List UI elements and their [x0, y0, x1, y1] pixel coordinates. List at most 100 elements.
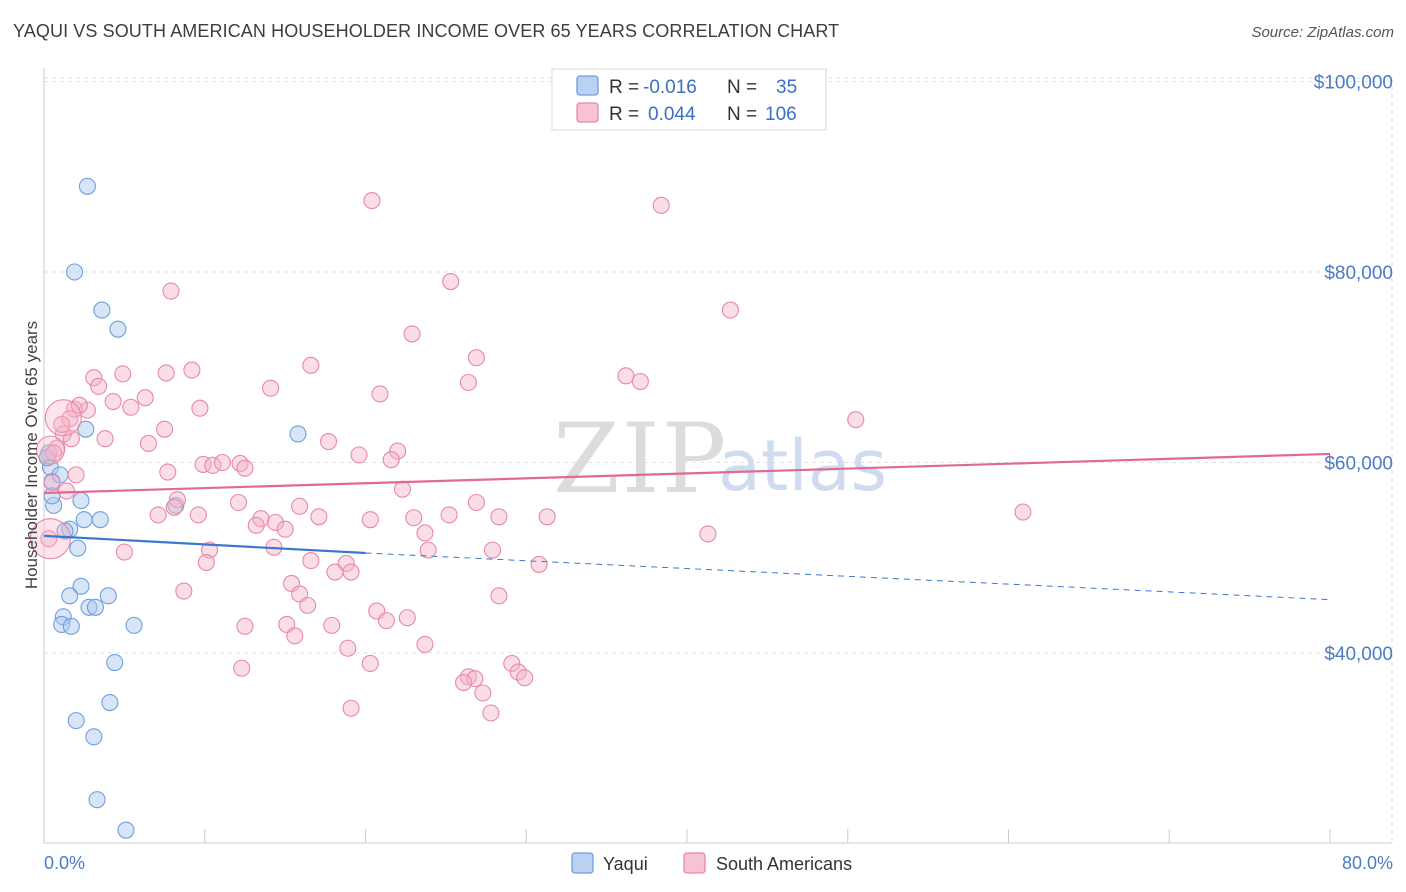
legend-r-label-yaqui: R = [609, 77, 639, 98]
south-americans-point-25 [847, 411, 865, 429]
legend-r-value-yaqui: -0.016 [643, 77, 697, 98]
south-americans-point-95 [474, 684, 492, 702]
yaqui-point-26 [106, 653, 124, 672]
south-americans-point-86 [416, 635, 434, 653]
trend-line-yaqui [43, 534, 366, 555]
south-americans-point-40 [67, 466, 85, 484]
south-americans-point-102 [96, 430, 114, 448]
trend-lines [43, 452, 1331, 601]
south-americans-point-26 [156, 420, 174, 438]
y-axis-label: Householder Income Over 65 years [22, 321, 41, 589]
south-americans-point-78 [377, 612, 395, 630]
south-americans-point-65 [302, 552, 320, 570]
south-americans-point-90 [503, 654, 521, 673]
south-americans-point-28 [62, 430, 80, 448]
yaqui-point-8 [289, 425, 307, 443]
south-americans-point-68 [483, 541, 502, 559]
south-americans-point-14 [631, 372, 649, 391]
south-americans-cluster-0 [29, 518, 71, 560]
south-americans-point-30 [319, 432, 338, 451]
south-americans-point-12 [114, 365, 132, 383]
south-americans-point-13 [617, 367, 635, 385]
y-tick-labels: $40,000 $60,000 $80,000 $100,000 [1314, 73, 1393, 666]
correlation-legend: R = -0.016 N = 35 R = 0.044 N = 106 [551, 68, 827, 131]
x-tick-label-1: 80.0% [1342, 853, 1393, 873]
south-americans-point-6 [467, 349, 485, 367]
south-americans-point-72 [342, 563, 360, 581]
south-americans-point-69 [530, 555, 548, 573]
yaqui-point-10 [72, 492, 90, 510]
south-americans-point-80 [490, 587, 508, 605]
south-americans-point-60 [699, 525, 717, 543]
yaqui-point-16 [69, 539, 87, 557]
axes [43, 68, 1392, 844]
south-americans-point-42 [393, 480, 412, 498]
legend-n-value-yaqui: 35 [776, 77, 797, 98]
south-americans-point-0 [363, 192, 381, 210]
south-americans-point-2 [442, 272, 460, 291]
yaqui-point-13 [91, 511, 109, 529]
south-americans-point-70 [197, 553, 215, 572]
south-americans-point-4 [721, 301, 739, 319]
south-americans-point-62 [115, 543, 133, 561]
legend-swatch-south-americans [576, 102, 599, 123]
south-americans-point-24 [191, 399, 209, 417]
legend-swatch-yaqui [576, 75, 599, 96]
south-americans-point-9 [157, 364, 175, 382]
south-americans-point-3 [162, 282, 180, 300]
watermark-atlas: atlas [718, 425, 887, 507]
yaqui-point-24 [62, 617, 80, 635]
south-americans-point-61 [1014, 503, 1032, 521]
south-americans-point-103 [70, 396, 88, 414]
south-americans-point-17 [371, 385, 389, 403]
south-americans-point-45 [165, 498, 183, 516]
south-americans-point-56 [149, 506, 167, 524]
yaqui-point-3 [109, 320, 127, 338]
south-americans-point-99 [45, 444, 63, 462]
series-yaqui [38, 177, 307, 839]
yaqui-point-12 [75, 511, 93, 529]
south-americans-point-81 [236, 617, 254, 635]
south-americans-point-31 [350, 446, 368, 464]
yaqui-point-18 [61, 587, 79, 605]
bottom-legend-swatch-south-americans [683, 852, 706, 874]
watermark-zip: ZIP [553, 403, 728, 515]
south-americans-cluster-2 [35, 435, 65, 465]
south-americans-point-76 [299, 596, 317, 614]
south-americans-point-18 [136, 389, 154, 407]
south-americans-point-50 [266, 513, 285, 532]
y-tick-label-1: $60,000 [1324, 454, 1393, 475]
south-americans-point-53 [440, 506, 458, 524]
south-americans-point-16 [262, 379, 280, 397]
south-americans-point-87 [361, 654, 379, 673]
x-tick-label-0: 0.0% [44, 853, 85, 873]
chart-title: YAQUI VS SOUTH AMERICAN HOUSEHOLDER INCO… [13, 21, 840, 41]
south-americans-point-47 [467, 493, 485, 512]
south-americans-point-66 [337, 554, 355, 573]
legend-r-label-south-americans: R = [609, 104, 639, 125]
south-americans-point-54 [490, 508, 508, 526]
yaqui-point-30 [88, 791, 106, 809]
south-americans-point-105 [361, 511, 379, 529]
south-americans-point-39 [159, 463, 177, 481]
south-americans-point-52 [405, 509, 423, 527]
south-americans-point-19 [104, 392, 122, 411]
south-americans-point-48 [189, 506, 207, 524]
south-americans-point-36 [204, 456, 222, 474]
series-south-americans [29, 192, 1032, 722]
south-americans-point-92 [516, 669, 534, 687]
south-americans-point-84 [323, 616, 341, 634]
yaqui-point-15 [56, 522, 74, 540]
south-americans-point-46 [291, 497, 309, 515]
yaqui-point-31 [117, 821, 135, 839]
south-americans-point-59 [416, 524, 434, 542]
south-americans-point-5 [403, 325, 421, 343]
south-americans-point-10 [85, 369, 103, 387]
south-americans-point-29 [139, 434, 158, 453]
south-americans-point-8 [183, 361, 201, 379]
x-tick-labels: 0.0% 80.0% [44, 853, 1393, 873]
south-americans-point-11 [90, 377, 108, 395]
yaqui-point-1 [65, 263, 84, 281]
yaqui-point-17 [72, 577, 90, 595]
